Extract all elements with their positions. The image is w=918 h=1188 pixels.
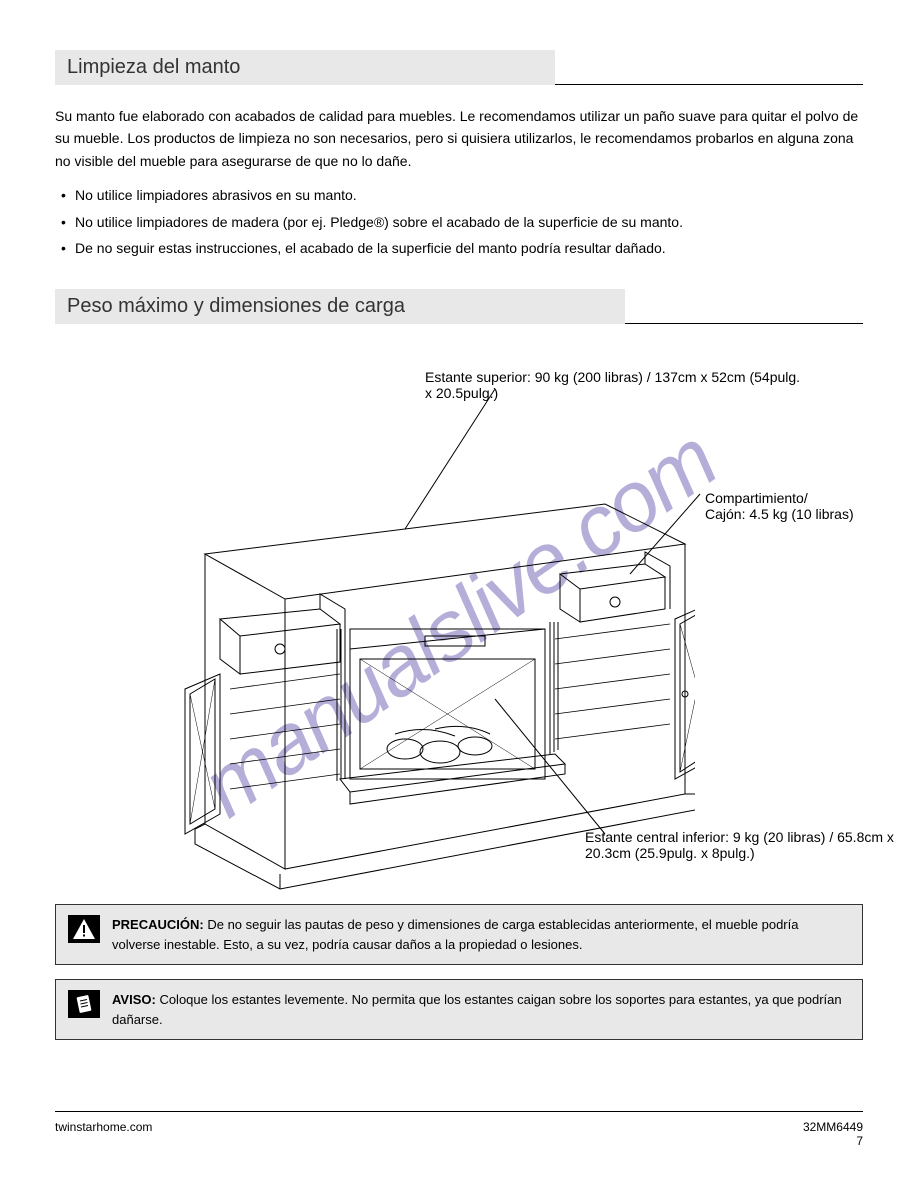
section-title-cleaning: Limpieza del manto [67, 56, 240, 78]
notice-text-container: AVISO: Coloque los estantes levemente. N… [112, 990, 850, 1029]
bullet-item: De no seguir estas instrucciones, el aca… [55, 237, 863, 259]
footer-model: 32MM6449 [803, 1120, 863, 1134]
caution-label: PRECAUCIÓN: [112, 917, 204, 932]
footer-right: 32MM6449 7 [803, 1120, 863, 1148]
bullet-item: No utilice limpiadores de madera (por ej… [55, 211, 863, 233]
label-bottom-shelf-text: Estante central inferior: 9 kg (20 libra… [585, 829, 894, 861]
caution-text-container: PRECAUCIÓN: De no seguir las pautas de p… [112, 915, 850, 954]
page-container: Limpieza del manto Su manto fue elaborad… [0, 0, 918, 1188]
section-rule [555, 50, 863, 85]
section-header-weight: Peso máximo y dimensiones de carga [55, 289, 863, 324]
footer-page-number: 7 [803, 1134, 863, 1148]
label-drawer: Compartimiento/ Cajón: 4.5 kg (10 libras… [705, 474, 865, 522]
caution-icon-box [68, 915, 100, 943]
section-title-weight: Peso máximo y dimensiones de carga [67, 295, 405, 317]
caution-body: De no seguir las pautas de peso y dimens… [112, 917, 798, 952]
leader-line-top [395, 384, 525, 534]
notice-box: AVISO: Coloque los estantes levemente. N… [55, 979, 863, 1040]
cleaning-bullets: No utilice limpiadores abrasivos en su m… [55, 184, 863, 259]
page-footer: twinstarhome.com 32MM6449 7 [55, 1111, 863, 1148]
bullet-item: No utilice limpiadores abrasivos en su m… [55, 184, 863, 206]
leader-line-bottom [485, 694, 615, 844]
leader-line-drawer [625, 489, 715, 579]
notice-label: AVISO: [112, 992, 156, 1007]
warning-icon [71, 917, 97, 941]
note-icon [72, 992, 96, 1016]
notice-body: Coloque los estantes levemente. No permi… [112, 992, 842, 1027]
caution-box: PRECAUCIÓN: De no seguir las pautas de p… [55, 904, 863, 965]
section-title-box: Limpieza del manto [55, 50, 555, 85]
notice-icon-box [68, 990, 100, 1018]
label-drawer-text: Compartimiento/ Cajón: 4.5 kg (10 libras… [705, 490, 854, 522]
section-rule [625, 289, 863, 324]
section-header-cleaning: Limpieza del manto [55, 50, 863, 85]
product-diagram: manualslive.com [55, 344, 863, 904]
label-bottom-shelf: Estante central inferior: 9 kg (20 libra… [585, 829, 905, 861]
cleaning-paragraph: Su manto fue elaborado con acabados de c… [55, 105, 863, 172]
section-title-box: Peso máximo y dimensiones de carga [55, 289, 625, 324]
footer-left: twinstarhome.com [55, 1120, 152, 1134]
